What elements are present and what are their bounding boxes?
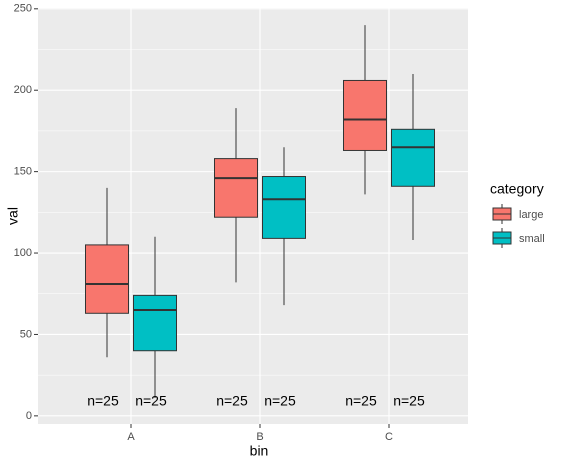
legend-title: category: [490, 181, 544, 197]
y-tick-label: 0: [26, 410, 32, 422]
y-tick-label: 50: [20, 328, 32, 340]
box: [343, 79, 387, 151]
y-tick-label: 250: [14, 3, 32, 15]
count-label: n=25: [393, 393, 425, 409]
count-label: n=25: [87, 393, 119, 409]
count-label: n=25: [135, 393, 167, 409]
legend-label: large: [519, 209, 543, 221]
x-tick-label: C: [385, 431, 393, 443]
legend-label: small: [519, 233, 545, 245]
y-tick-label: 100: [14, 247, 32, 259]
count-label: n=25: [264, 393, 296, 409]
y-axis-title: val: [5, 207, 21, 225]
box: [133, 294, 177, 352]
count-label: n=25: [216, 393, 248, 409]
x-tick-label: B: [256, 431, 263, 443]
x-tick-label: A: [127, 431, 135, 443]
box: [391, 128, 435, 187]
box: [262, 176, 306, 239]
legend: large small: [492, 204, 545, 248]
plot: n=25 n=25 n=25 n=25 n=25 n=25: [85, 25, 435, 409]
y-tick-label: 200: [14, 84, 32, 96]
count-label: n=25: [345, 393, 377, 409]
y-tick-label: 150: [14, 166, 32, 178]
box: [85, 244, 129, 314]
box: [214, 158, 258, 218]
x-axis-title: bin: [250, 443, 269, 459]
